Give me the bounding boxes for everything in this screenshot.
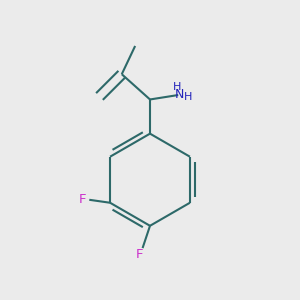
Text: N: N — [175, 88, 184, 101]
Text: H: H — [173, 82, 181, 92]
Text: F: F — [136, 248, 143, 261]
Text: F: F — [79, 193, 86, 206]
Text: H: H — [184, 92, 192, 101]
